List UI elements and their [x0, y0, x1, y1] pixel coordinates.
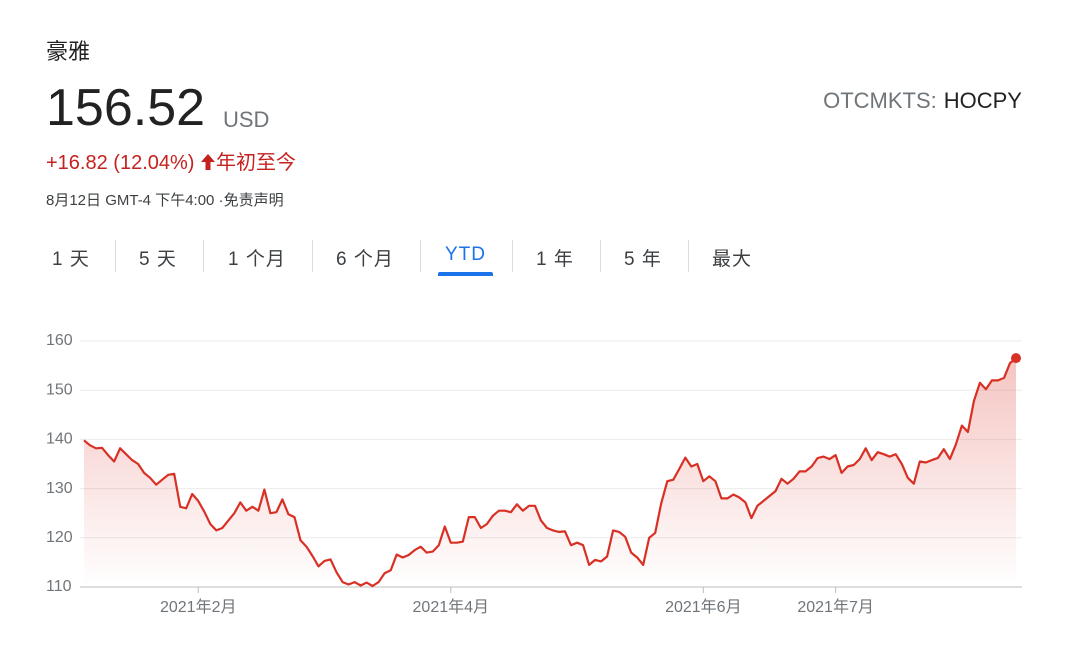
stock-name: 豪雅	[46, 39, 91, 64]
range-tab[interactable]: 1 天	[52, 249, 90, 270]
tab-separator	[420, 240, 421, 272]
exchange-line: OTCMKTS: HOCPY	[823, 88, 1022, 114]
area-gradient	[84, 358, 1016, 587]
y-tick-label: 140	[46, 431, 73, 448]
range-tab[interactable]: 5 天	[139, 249, 177, 270]
x-tick-label: 2021年7月	[797, 598, 874, 616]
range-tab[interactable]: 1 个月	[228, 249, 286, 270]
y-tick-label: 150	[46, 381, 73, 398]
range-tab[interactable]: 5 年	[624, 249, 662, 270]
change: +16.82 (12.04%)	[46, 152, 195, 174]
x-tick-label: 2021年4月	[413, 598, 490, 616]
y-tick-label: 120	[46, 529, 73, 546]
x-tick-label: 2021年2月	[160, 598, 237, 616]
tab-separator	[600, 240, 601, 272]
timestamp: 8月12日 GMT-4 下午4:00 ·	[46, 192, 224, 209]
timestamp-line: 8月12日 GMT-4 下午4:00 ·免责声明	[46, 189, 284, 210]
range-tab[interactable]: YTD	[445, 244, 486, 265]
tab-separator	[115, 240, 116, 272]
disclaimer-link[interactable]: 免责声明	[223, 192, 284, 209]
x-tick-label: 2021年6月	[665, 598, 742, 616]
tab-separator	[203, 240, 204, 272]
up-arrow	[201, 154, 215, 170]
last-point	[1011, 353, 1021, 364]
range-tab[interactable]: 1 年	[536, 249, 574, 270]
y-tick-label: 130	[46, 480, 73, 497]
tab-separator	[312, 240, 313, 272]
price: 156.52	[46, 79, 206, 137]
range-tab[interactable]: 最大	[712, 249, 753, 270]
change-line: +16.82 (12.04%) 年初至今	[46, 146, 296, 175]
tab-separator	[512, 240, 513, 272]
range-tab[interactable]: 6 个月	[336, 249, 394, 270]
currency: USD	[223, 107, 270, 132]
y-tick-label: 160	[46, 332, 73, 349]
chart: 110 120 130 140 150 160 2021年2月 2021年4月 2021年6月 2…	[46, 332, 1022, 616]
y-tick-label: 110	[46, 578, 72, 595]
exchange: OTCMKTS:	[823, 88, 937, 113]
price-line	[83, 357, 1017, 588]
tab-separator	[688, 240, 689, 272]
period: 年初至今	[216, 152, 296, 174]
ticker: HOCPY	[943, 88, 1022, 113]
selected-tab-indicator	[438, 272, 493, 276]
